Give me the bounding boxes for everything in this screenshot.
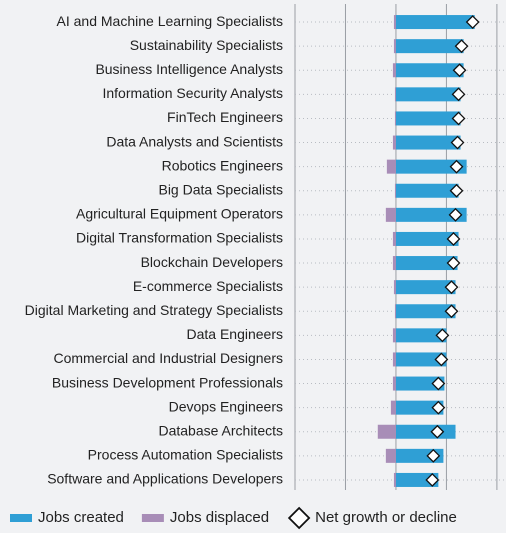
- bar: [390, 400, 396, 415]
- net-marker: [449, 159, 464, 174]
- bar: [395, 352, 447, 367]
- bar: [392, 256, 396, 271]
- y-tick-label: Process Automation Specialists: [88, 447, 283, 463]
- net-marker: [446, 232, 461, 246]
- legend-swatch: [141, 514, 164, 522]
- bar: [393, 280, 396, 295]
- net-marker: [446, 256, 461, 270]
- y-tick-label: Devops Engineers: [169, 398, 283, 414]
- bar: [395, 207, 467, 222]
- bar: [392, 376, 396, 391]
- bar: [386, 159, 396, 174]
- net-marker: [444, 304, 459, 319]
- net-marker: [426, 448, 441, 463]
- net-marker: [452, 63, 467, 78]
- bar: [392, 328, 396, 343]
- legend-swatch: [10, 514, 32, 522]
- bar: [394, 183, 396, 198]
- net-marker: [454, 39, 469, 54]
- net-marker: [435, 328, 450, 343]
- bar: [395, 472, 439, 487]
- legend-label: Jobs created: [38, 509, 124, 526]
- bar: [395, 400, 444, 415]
- legend-label: Jobs displaced: [170, 509, 269, 526]
- bar: [395, 256, 458, 271]
- y-tick-label: Commercial and Industrial Designers: [53, 350, 283, 366]
- bar: [385, 207, 396, 222]
- bar: [377, 424, 396, 439]
- bar: [395, 15, 475, 30]
- net-marker: [448, 207, 463, 222]
- bar: [395, 424, 456, 439]
- bar: [395, 231, 459, 246]
- bar: [393, 15, 396, 30]
- bar: [395, 39, 464, 54]
- y-tick-label: Business Intelligence Analysts: [95, 61, 283, 77]
- bar: [395, 159, 467, 174]
- y-tick-label: Sustainability Specialists: [130, 37, 283, 53]
- net-marker: [451, 111, 466, 126]
- bar: [395, 135, 461, 150]
- bar: [395, 376, 445, 391]
- y-tick-label: Software and Applications Developers: [47, 471, 283, 487]
- bar: [392, 352, 396, 367]
- bar: [392, 231, 396, 246]
- bar: [395, 183, 459, 198]
- bar: [393, 472, 396, 487]
- y-tick-label: Blockchain Developers: [141, 254, 283, 270]
- bar: [395, 111, 461, 126]
- bar: [395, 304, 456, 319]
- y-tick-label: Information Security Analysts: [102, 85, 283, 101]
- y-tick-label: FinTech Engineers: [167, 109, 283, 125]
- y-tick-label: Data Engineers: [186, 326, 283, 342]
- y-tick-label: Agricultural Equipment Operators: [76, 206, 283, 222]
- net-marker: [434, 352, 449, 367]
- bar: [392, 135, 396, 150]
- bar: [385, 448, 396, 463]
- y-tick-label: Big Data Specialists: [158, 181, 283, 197]
- y-tick-label: Business Development Professionals: [52, 374, 283, 390]
- legend-label: Net growth or decline: [315, 509, 457, 526]
- y-tick-label: Database Architects: [158, 422, 283, 438]
- y-tick-label: AI and Machine Learning Specialists: [57, 13, 283, 29]
- net-marker: [450, 135, 465, 150]
- bar: [395, 328, 447, 343]
- y-tick-label: Digital Transformation Specialists: [76, 230, 283, 246]
- y-tick-label: Data Analysts and Scientists: [106, 133, 283, 149]
- net-marker: [431, 376, 446, 391]
- y-tick-label: Digital Marketing and Strategy Specialis…: [25, 302, 283, 318]
- bar: [393, 39, 396, 54]
- net-marker: [431, 400, 446, 415]
- net-marker: [451, 87, 466, 102]
- bar: [395, 87, 461, 102]
- bar: [394, 304, 396, 319]
- bar: [394, 111, 396, 126]
- net-marker: [444, 280, 459, 295]
- legend-marker: [287, 506, 311, 530]
- y-tick-label: E-commerce Specialists: [133, 278, 283, 294]
- net-marker: [449, 183, 464, 198]
- y-tick-label: Robotics Engineers: [162, 157, 283, 173]
- bar: [392, 63, 396, 78]
- bar: [394, 87, 396, 102]
- net-marker: [430, 424, 445, 439]
- net-marker: [465, 15, 480, 29]
- bar: [395, 63, 464, 78]
- net-marker: [425, 473, 440, 487]
- bar: [395, 280, 456, 295]
